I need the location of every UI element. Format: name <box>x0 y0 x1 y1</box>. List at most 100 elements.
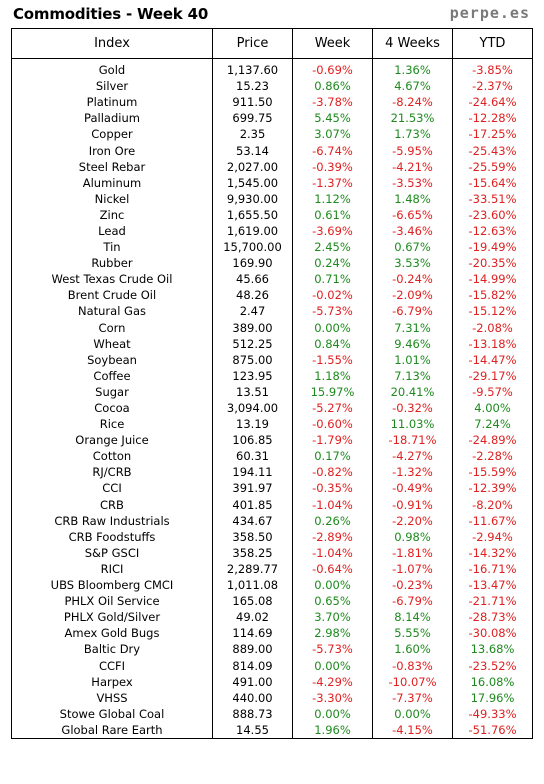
table-header-row: Index Price Week 4 Weeks YTD <box>11 28 533 59</box>
table-row: PHLX Gold/Silver 49.02 3.70% 8.14% -28.73% <box>11 609 533 626</box>
table-row: CRB Raw Industrials 434.67 0.26% -2.20% -11.… <box>11 512 533 529</box>
week-change-cell: 2.45% <box>292 239 373 256</box>
price-cell: 60.31 <box>212 448 293 465</box>
four-week-change-cell: 21.53% <box>372 110 453 127</box>
week-change-cell: -1.55% <box>292 351 373 368</box>
table-row: CRB 401.85 -1.04% -0.91% -8.20% <box>11 496 533 513</box>
price-cell: 889.00 <box>212 641 293 658</box>
column-header-price: Price <box>212 28 293 59</box>
four-week-change-cell: -0.91% <box>372 496 453 513</box>
price-cell: 13.19 <box>212 416 293 433</box>
index-cell: Platinum <box>11 94 213 111</box>
four-week-change-cell: 7.13% <box>372 367 453 384</box>
four-week-change-cell: -0.23% <box>372 577 453 594</box>
four-week-change-cell: -4.15% <box>372 721 453 739</box>
index-cell: Iron Ore <box>11 142 213 159</box>
index-cell: Silver <box>11 78 213 95</box>
index-cell: S&P GSCI <box>11 544 213 561</box>
week-change-cell: -5.27% <box>292 399 373 417</box>
week-change-cell: 1.96% <box>292 721 373 739</box>
table-row: Lead 1,619.00 -3.69% -3.46% -12.63% <box>11 222 533 240</box>
price-cell: 1,655.50 <box>212 206 293 223</box>
price-cell: 1,545.00 <box>212 174 293 191</box>
table-row: S&P GSCI 358.25 -1.04% -1.81% -14.32% <box>11 544 533 561</box>
table-row: Harpex 491.00 -4.29% -10.07% 16.08% <box>11 673 533 690</box>
table-row: Cocoa 3,094.00 -5.27% -0.32% 4.00% <box>11 399 533 417</box>
week-change-cell: 0.00% <box>292 577 373 594</box>
ytd-change-cell: -25.59% <box>452 158 533 175</box>
ytd-change-cell: -25.43% <box>452 142 533 159</box>
price-cell: 53.14 <box>212 142 293 159</box>
four-week-change-cell: 1.48% <box>372 190 453 207</box>
week-change-cell: -1.79% <box>292 432 373 449</box>
week-change-cell: 0.61% <box>292 206 373 223</box>
four-week-change-cell: -3.46% <box>372 222 453 240</box>
table-row: Copper 2.35 3.07% 1.73% -17.25% <box>11 126 533 143</box>
price-cell: 49.02 <box>212 609 293 626</box>
four-week-change-cell: -18.71% <box>372 432 453 449</box>
week-change-cell: -3.30% <box>292 689 373 706</box>
table-row: Palladium 699.75 5.45% 21.53% -12.28% <box>11 110 533 127</box>
week-change-cell: 15.97% <box>292 383 373 400</box>
table-row: Iron Ore 53.14 -6.74% -5.95% -25.43% <box>11 142 533 159</box>
week-change-cell: 0.26% <box>292 512 373 529</box>
four-week-change-cell: -10.07% <box>372 673 453 690</box>
ytd-change-cell: 4.00% <box>452 399 533 417</box>
price-cell: 2.35 <box>212 126 293 143</box>
index-cell: Sugar <box>11 383 213 400</box>
table-row: CRB Foodstuffs 358.50 -2.89% 0.98% -2.94% <box>11 528 533 545</box>
ytd-change-cell: -30.08% <box>452 625 533 642</box>
four-week-change-cell: 11.03% <box>372 416 453 433</box>
four-week-change-cell: 1.60% <box>372 641 453 658</box>
four-week-change-cell: -0.83% <box>372 657 453 674</box>
week-change-cell: 2.98% <box>292 625 373 642</box>
four-week-change-cell: -7.37% <box>372 689 453 706</box>
week-change-cell: 3.07% <box>292 126 373 143</box>
ytd-change-cell: -12.39% <box>452 480 533 497</box>
price-cell: 358.50 <box>212 528 293 545</box>
index-cell: Gold <box>11 58 213 79</box>
page-title: Commodities - Week 40 <box>13 5 209 23</box>
index-cell: Baltic Dry <box>11 641 213 658</box>
week-change-cell: 0.86% <box>292 78 373 95</box>
ytd-change-cell: 7.24% <box>452 416 533 433</box>
four-week-change-cell: -2.09% <box>372 287 453 304</box>
index-cell: CRB <box>11 496 213 513</box>
index-cell: RJ/CRB <box>11 464 213 481</box>
index-cell: Cocoa <box>11 399 213 417</box>
index-cell: Stowe Global Coal <box>11 705 213 722</box>
four-week-change-cell: 5.55% <box>372 625 453 642</box>
table-row: CCI 391.97 -0.35% -0.49% -12.39% <box>11 480 533 497</box>
week-change-cell: -0.02% <box>292 287 373 304</box>
index-cell: Nickel <box>11 190 213 207</box>
week-change-cell: -0.35% <box>292 480 373 497</box>
ytd-change-cell: -23.60% <box>452 206 533 223</box>
index-cell: Coffee <box>11 367 213 384</box>
table-row: Global Rare Earth 14.55 1.96% -4.15% -51.76% <box>11 721 533 739</box>
ytd-change-cell: -16.71% <box>452 560 533 577</box>
index-cell: Global Rare Earth <box>11 721 213 739</box>
index-cell: VHSS <box>11 689 213 706</box>
four-week-change-cell: 1.01% <box>372 351 453 368</box>
four-week-change-cell: -6.79% <box>372 303 453 320</box>
table-row: Soybean 875.00 -1.55% 1.01% -14.47% <box>11 351 533 368</box>
ytd-change-cell: 16.08% <box>452 673 533 690</box>
week-change-cell: -5.73% <box>292 641 373 658</box>
table-row: Zinc 1,655.50 0.61% -6.65% -23.60% <box>11 206 533 223</box>
column-header-4weeks: 4 Weeks <box>372 28 453 59</box>
week-change-cell: 1.12% <box>292 190 373 207</box>
four-week-change-cell: -5.95% <box>372 142 453 159</box>
ytd-change-cell: -15.82% <box>452 287 533 304</box>
table-row: Brent Crude Oil 48.26 -0.02% -2.09% -15.82% <box>11 287 533 304</box>
ytd-change-cell: -12.63% <box>452 222 533 240</box>
week-change-cell: -5.73% <box>292 303 373 320</box>
ytd-change-cell: -29.17% <box>452 367 533 384</box>
price-cell: 45.66 <box>212 271 293 288</box>
index-cell: CCI <box>11 480 213 497</box>
index-cell: Corn <box>11 319 213 336</box>
price-cell: 194.11 <box>212 464 293 481</box>
four-week-change-cell: 3.53% <box>372 255 453 272</box>
index-cell: RICI <box>11 560 213 577</box>
price-cell: 1,137.60 <box>212 58 293 79</box>
price-cell: 15.23 <box>212 78 293 95</box>
